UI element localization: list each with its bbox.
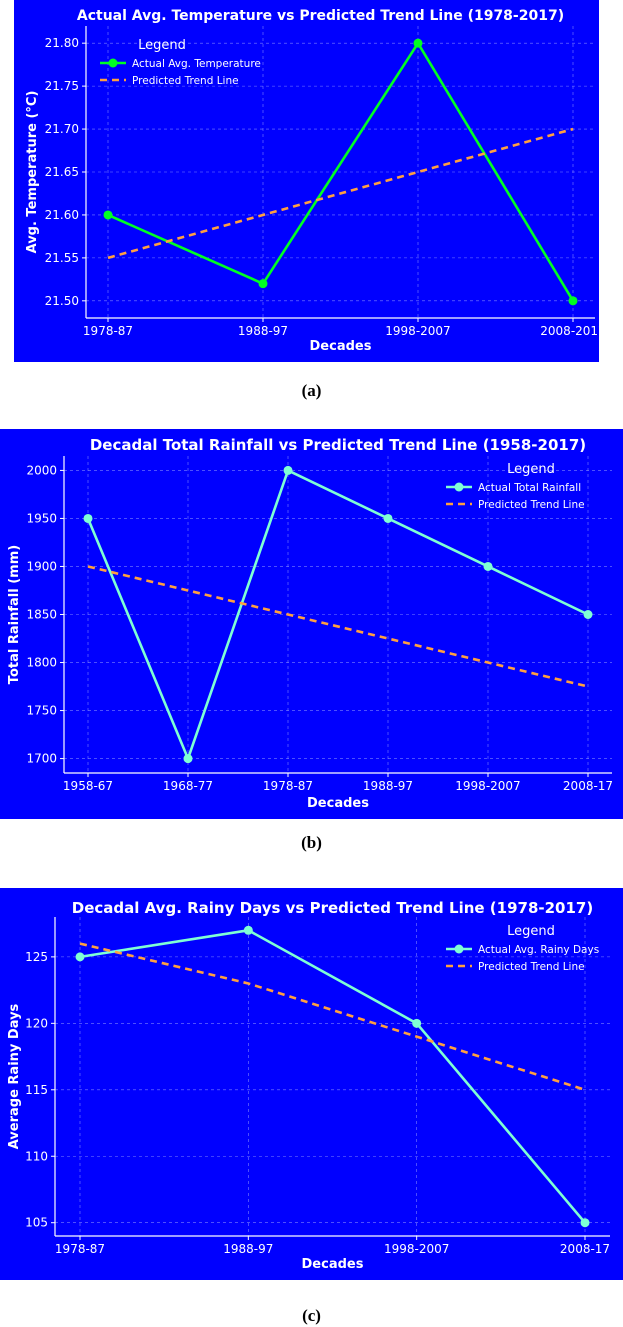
y-tick-label: 1800 — [26, 656, 57, 670]
y-tick-label: 125 — [25, 950, 48, 964]
y-tick-label: 21.70 — [45, 122, 79, 136]
legend-title: Legend — [138, 38, 186, 53]
y-tick-label: 105 — [25, 1216, 48, 1230]
y-tick-label: 21.75 — [45, 79, 79, 93]
chart-title: Actual Avg. Temperature vs Predicted Tre… — [77, 8, 564, 24]
y-tick-label: 1950 — [26, 511, 57, 525]
chart-rainy-days: 105 110 115 120 125 1978-87 1988-97 1998-2007 20… — [7, 899, 610, 1272]
y-tick-label: 21.50 — [45, 294, 79, 308]
data-point — [243, 925, 253, 935]
data-point — [568, 296, 578, 306]
data-point — [183, 754, 193, 764]
x-tick-label: 1978-87 — [263, 779, 313, 793]
x-axis-label: Decades — [302, 1257, 364, 1272]
y-tick-label: 1900 — [26, 559, 57, 573]
series-line-1 — [87, 565, 589, 688]
y-tick-label: 120 — [25, 1016, 48, 1030]
data-point — [412, 1018, 422, 1028]
series-line-1 — [79, 942, 586, 1092]
chart-rainfall: 1700 1750 1800 1850 1900 1950 2000 1958-67 1968-… — [7, 436, 613, 811]
legend-entry-label: Actual Avg. Rainy Days — [478, 944, 599, 956]
series-line-0 — [86, 469, 589, 760]
chart-temperature: 21.50 21.55 21.60 21.65 21.70 21.75 21.80 1978-… — [25, 8, 599, 354]
y-tick-label: 21.60 — [45, 208, 79, 222]
data-point — [583, 610, 593, 619]
y-tick-label: 21.80 — [45, 36, 79, 50]
data-point — [75, 952, 85, 962]
chart-panel-rainfall: 1700 1750 1800 1850 1900 1950 2000 1958-67 1968-… — [0, 429, 623, 819]
data-point — [258, 279, 268, 289]
y-tick-label: 1750 — [26, 704, 57, 718]
x-tick-label: 1998-2007 — [385, 324, 450, 338]
chart-panel-temperature: 21.50 21.55 21.60 21.65 21.70 21.75 21.80 1978-… — [14, 0, 599, 362]
caption-c: (c) — [302, 1306, 321, 1325]
y-tick-label: 115 — [25, 1083, 48, 1097]
chart-title: Decadal Total Rainfall vs Predicted Tren… — [90, 436, 586, 454]
y-tick-label: 110 — [25, 1149, 48, 1163]
data-point — [83, 513, 93, 523]
x-tick-label: 1978-87 — [83, 324, 133, 338]
x-tick-label: 1998-2007 — [455, 779, 520, 793]
legend-swatch-marker — [454, 482, 464, 492]
series-line-1 — [107, 127, 574, 260]
data-point — [103, 210, 113, 220]
data-point — [413, 38, 423, 48]
series-line-0 — [107, 41, 575, 302]
x-tick-label: 1988-97 — [223, 1242, 273, 1256]
legend-title: Legend — [507, 924, 555, 939]
x-tick-label: 1978-87 — [55, 1242, 105, 1256]
y-tick-label: 21.55 — [45, 251, 79, 265]
y-tick-label: 1700 — [26, 752, 57, 766]
legend-entry-label: Actual Total Rainfall — [478, 482, 581, 494]
legend-title: Legend — [507, 462, 555, 477]
x-tick-label: 1968-77 — [163, 779, 213, 793]
legend-entry-label: Predicted Trend Line — [132, 75, 239, 87]
y-tick-label: 1850 — [26, 608, 57, 622]
legend-entry-label: Predicted Trend Line — [478, 961, 585, 973]
caption-b: (b) — [301, 833, 322, 852]
x-tick-label: 2008-17 — [563, 779, 613, 793]
series-line-0 — [79, 928, 586, 1224]
legend-entry-label: Predicted Trend Line — [478, 499, 585, 511]
data-point — [383, 513, 393, 523]
data-point — [580, 1218, 590, 1228]
caption-a: (a) — [301, 381, 322, 400]
chart-panel-rainy-days: 105 110 115 120 125 1978-87 1988-97 1998-2007 20… — [0, 888, 623, 1280]
legend-swatch-marker — [108, 58, 118, 68]
chart-title: Decadal Avg. Rainy Days vs Predicted Tre… — [72, 899, 593, 917]
x-tick-label: 2008-17 — [560, 1242, 610, 1256]
legend-entry-label: Actual Avg. Temperature — [132, 58, 261, 70]
x-axis-label: Decades — [307, 796, 369, 811]
x-tick-label: 1998-2007 — [384, 1242, 449, 1256]
x-axis-label: Decades — [310, 339, 372, 354]
y-tick-label: 21.65 — [45, 165, 79, 179]
x-tick-label: 1988-97 — [363, 779, 413, 793]
data-point — [283, 465, 293, 475]
x-tick-label: 1988-97 — [238, 324, 288, 338]
y-axis-label: Total Rainfall (mm) — [7, 545, 22, 684]
y-tick-label: 2000 — [26, 463, 57, 477]
x-tick-label: 2008-2017 — [540, 324, 599, 338]
data-point — [483, 561, 493, 571]
y-axis-label: Average Rainy Days — [7, 1003, 22, 1149]
y-axis-label: Avg. Temperature (°C) — [25, 91, 40, 254]
legend-swatch-marker — [454, 944, 464, 954]
x-tick-label: 1958-67 — [63, 779, 113, 793]
